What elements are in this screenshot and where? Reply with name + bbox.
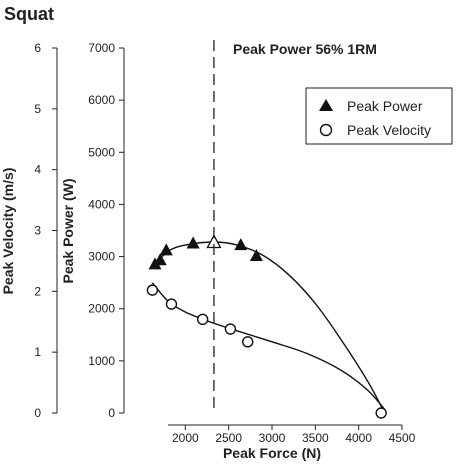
x-tick-label: 2500	[215, 431, 242, 445]
x-tick-label: 3000	[259, 431, 286, 445]
power-tick-label: 5000	[88, 145, 115, 159]
velocity-tick-label: 6	[34, 41, 41, 55]
velocity-tick-label: 4	[34, 163, 41, 177]
velocity-tick-label: 1	[34, 345, 41, 359]
peak-velocity-point	[224, 323, 237, 335]
power-tick-label: 1000	[88, 354, 115, 368]
x-axis-label: Peak Force (N)	[223, 445, 321, 461]
x-tick-label: 3500	[302, 431, 329, 445]
peak-velocity-point	[165, 298, 178, 310]
chart-title: Squat	[4, 4, 54, 24]
peak-power-point	[153, 253, 167, 266]
legend-peak-velocity-marker	[319, 123, 333, 137]
peak-power-point	[186, 236, 200, 249]
velocity-tick-label: 0	[34, 406, 41, 420]
peak-power-annotation: Peak Power 56% 1RM	[233, 41, 377, 57]
data-points	[146, 234, 387, 419]
peak-velocity-fit-curve	[151, 282, 386, 410]
legend-box	[305, 87, 453, 145]
x-tick-label: 4000	[345, 431, 372, 445]
legend-peak-velocity-label: Peak Velocity	[347, 122, 431, 138]
peak-velocity-point	[196, 313, 209, 326]
velocity-tick-label: 5	[34, 102, 41, 116]
legend-peak-power-label: Peak Power	[347, 98, 423, 114]
peak-velocity-point	[146, 284, 159, 296]
peak-velocity-point	[375, 407, 387, 419]
power-tick-label: 4000	[88, 197, 115, 211]
legend: Peak Power Peak Velocity	[305, 87, 453, 145]
peak-power-fit-curve	[151, 241, 386, 414]
y-axis-right-label: Peak Power (W)	[60, 178, 76, 283]
x-tick-label: 4500	[389, 431, 416, 445]
legend-peak-power-marker	[319, 99, 333, 111]
peak-power-point	[159, 243, 173, 256]
peak-power-point	[234, 238, 248, 251]
peak-power-point	[249, 249, 263, 262]
power-tick-label: 7000	[88, 41, 115, 55]
power-tick-label: 3000	[88, 250, 115, 264]
y-axis-left-label: Peak Velocity (m/s)	[0, 168, 16, 295]
x-tick-label: 2000	[172, 431, 199, 445]
power-tick-label: 2000	[88, 302, 115, 316]
power-tick-label: 6000	[88, 93, 115, 107]
peak-velocity-point	[242, 336, 254, 348]
velocity-tick-label: 3	[34, 224, 41, 238]
velocity-tick-label: 2	[34, 284, 41, 298]
power-tick-label: 0	[108, 406, 115, 420]
fitted-curves	[151, 241, 386, 414]
axes: 0 1 2 3 4 5 6 0 1000 2000 3000 4000 5000 6000 7000 2000…	[34, 41, 415, 445]
